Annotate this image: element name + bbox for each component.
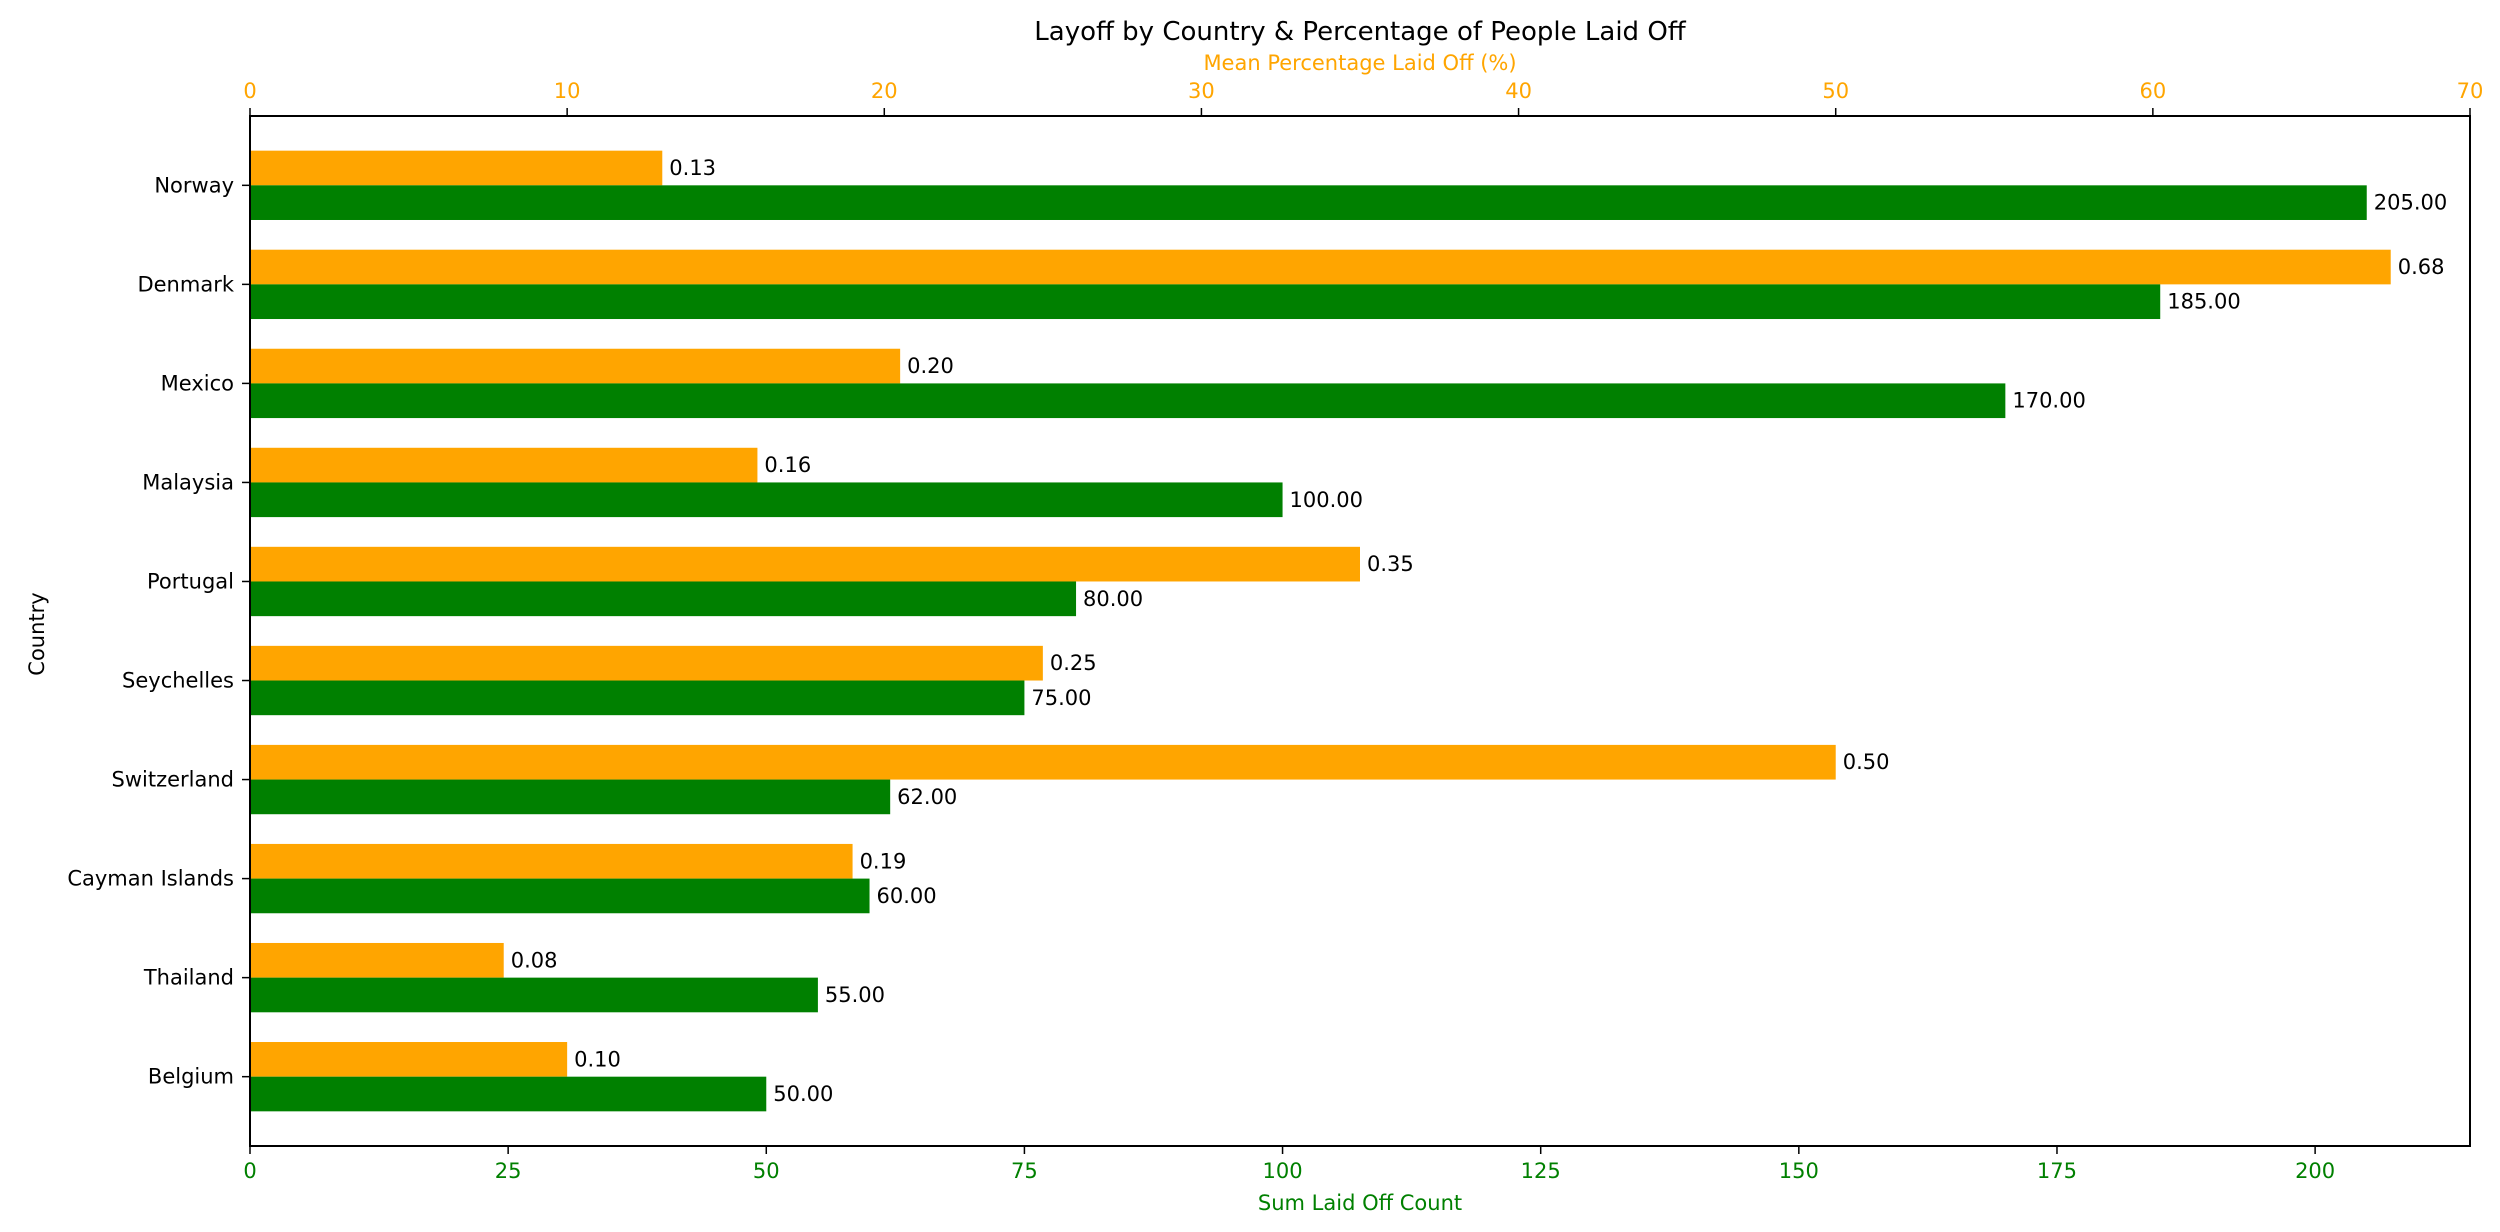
top-tick-label: 70 bbox=[2457, 79, 2484, 103]
bottom-axis-label: Sum Laid Off Count bbox=[1258, 1191, 1462, 1215]
bar-label-mean-percentage: 0.68 bbox=[2398, 255, 2445, 279]
bar-label-mean-percentage: 0.19 bbox=[860, 849, 907, 873]
top-tick-label: 20 bbox=[871, 79, 898, 103]
bar-mean-percentage bbox=[250, 150, 663, 186]
y-tick-label: Mexico bbox=[161, 371, 234, 395]
plot-frame bbox=[249, 115, 2471, 1147]
bar-sum-laid-off bbox=[250, 383, 2006, 419]
bar-mean-percentage bbox=[250, 348, 901, 384]
bar-sum-laid-off bbox=[250, 779, 891, 815]
bar-label-sum-laid-off: 100.00 bbox=[1290, 488, 1363, 512]
bar-mean-percentage bbox=[250, 942, 504, 978]
y-tick-label: Seychelles bbox=[122, 669, 234, 693]
top-tick-label: 50 bbox=[1822, 79, 1849, 103]
bar-label-sum-laid-off: 75.00 bbox=[1031, 686, 1091, 710]
y-tick-label: Thailand bbox=[143, 966, 234, 990]
y-tick-label: Malaysia bbox=[142, 470, 234, 494]
bar-label-sum-laid-off: 170.00 bbox=[2012, 389, 2085, 413]
top-tick-label: 0 bbox=[243, 79, 256, 103]
bar-mean-percentage bbox=[250, 744, 1836, 780]
bar-label-sum-laid-off: 50.00 bbox=[773, 1082, 833, 1106]
bar-label-sum-laid-off: 80.00 bbox=[1083, 587, 1143, 611]
bar-label-sum-laid-off: 62.00 bbox=[897, 785, 957, 809]
bar-sum-laid-off bbox=[250, 1076, 767, 1112]
top-tick-label: 60 bbox=[2139, 79, 2166, 103]
y-tick-label: Cayman Islands bbox=[67, 867, 234, 891]
bar-label-mean-percentage: 0.25 bbox=[1050, 651, 1097, 675]
y-tick-label: Switzerland bbox=[112, 768, 235, 792]
bottom-tick-label: 75 bbox=[1011, 1159, 1038, 1183]
bar-label-sum-laid-off: 60.00 bbox=[877, 884, 937, 908]
top-axis-label: Mean Percentage Laid Off (%) bbox=[1203, 51, 1516, 75]
bar-sum-laid-off bbox=[250, 977, 818, 1013]
bar-mean-percentage bbox=[250, 843, 853, 879]
bar-label-sum-laid-off: 205.00 bbox=[2374, 191, 2447, 215]
top-tick-label: 40 bbox=[1505, 79, 1532, 103]
bar-sum-laid-off bbox=[250, 680, 1025, 716]
bar-sum-laid-off bbox=[250, 581, 1077, 617]
y-tick-label: Portugal bbox=[147, 569, 234, 593]
top-ticks-group: 0 10 20 30 40 50 60 70 bbox=[243, 79, 2483, 116]
bar-mean-percentage bbox=[250, 249, 2391, 285]
bar-label-mean-percentage: 0.13 bbox=[669, 156, 716, 180]
bar-sum-laid-off bbox=[250, 284, 2161, 320]
bottom-tick-label: 25 bbox=[495, 1159, 522, 1183]
bar-mean-percentage bbox=[250, 546, 1360, 582]
bar-label-mean-percentage: 0.35 bbox=[1367, 552, 1414, 576]
bar-label-sum-laid-off: 55.00 bbox=[825, 983, 885, 1007]
bar-mean-percentage bbox=[250, 1042, 568, 1077]
bottom-tick-label: 200 bbox=[2295, 1159, 2335, 1183]
chart-title: Layoff by Country & Percentage of People… bbox=[1034, 17, 1687, 47]
bars-group bbox=[250, 150, 2391, 1112]
y-tick-label: Belgium bbox=[148, 1065, 234, 1089]
bottom-tick-label: 0 bbox=[243, 1159, 256, 1183]
y-ticks-group: Norway Denmark Mexico Malaysia Portugal Seych… bbox=[67, 173, 250, 1089]
y-axis-label: Country bbox=[25, 592, 49, 675]
bar-label-mean-percentage: 0.16 bbox=[764, 453, 811, 477]
bar-sum-laid-off bbox=[250, 185, 2367, 220]
top-tick-label: 30 bbox=[1188, 79, 1215, 103]
bar-mean-percentage bbox=[250, 645, 1043, 681]
bottom-ticks-group: 0 25 50 75 100 125 150 175 200 bbox=[243, 1146, 2335, 1183]
bottom-tick-label: 150 bbox=[1779, 1159, 1819, 1183]
bottom-tick-label: 100 bbox=[1263, 1159, 1303, 1183]
bar-label-mean-percentage: 0.50 bbox=[1843, 750, 1890, 774]
y-tick-label: Norway bbox=[154, 173, 234, 197]
bar-label-mean-percentage: 0.08 bbox=[511, 948, 558, 972]
bar-sum-laid-off bbox=[250, 878, 870, 914]
top-tick-label: 10 bbox=[554, 79, 581, 103]
bottom-tick-label: 125 bbox=[1521, 1159, 1561, 1183]
bottom-tick-label: 50 bbox=[753, 1159, 780, 1183]
bar-sum-laid-off bbox=[250, 482, 1283, 518]
bottom-tick-label: 175 bbox=[2037, 1159, 2077, 1183]
bar-label-mean-percentage: 0.20 bbox=[907, 354, 954, 378]
bar-label-sum-laid-off: 185.00 bbox=[2167, 290, 2240, 314]
bar-labels-group: 0.13 205.00 0.68 185.00 0.20 170.00 0.16 100.00… bbox=[511, 156, 2448, 1106]
bar-mean-percentage bbox=[250, 447, 758, 483]
bar-label-mean-percentage: 0.10 bbox=[574, 1047, 621, 1071]
y-tick-label: Denmark bbox=[137, 272, 234, 296]
